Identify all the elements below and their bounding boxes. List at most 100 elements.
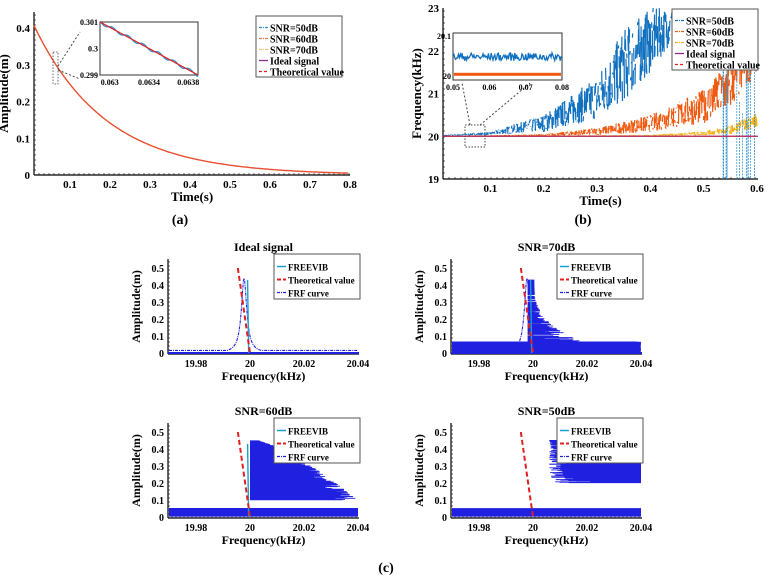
x-tick-label: 0.6 — [263, 179, 277, 191]
legend-label: FREEVIB — [288, 427, 328, 437]
x-tick-label: 20.02 — [293, 359, 316, 370]
y-tick-label: 0.5 — [435, 428, 448, 439]
y-tick-label: 19 — [428, 174, 440, 186]
x-axis-label: Time(s) — [171, 189, 213, 204]
x-tick-label: 0.1 — [63, 179, 77, 191]
y-axis-label: Amplitude(m) — [129, 434, 143, 507]
series-theoretical-value — [519, 431, 534, 518]
legend-box — [273, 417, 361, 464]
legend-label: FREEVIB — [571, 427, 611, 437]
legend-label: SNR=50dB — [270, 24, 318, 35]
legend-label: Theoretical value — [288, 276, 355, 286]
x-tick-label: 19.98 — [468, 523, 491, 534]
chart-title: Ideal signal — [234, 240, 294, 254]
inset-series-theory — [99, 21, 199, 76]
y-tick-label: 0.2 — [435, 479, 448, 490]
legend-label: FRF curve — [288, 453, 329, 463]
x-tick-label: 20.04 — [347, 359, 370, 370]
x-tick-label: 20 — [528, 523, 538, 534]
legend-label: Theoretical value — [571, 440, 638, 450]
plot-area — [451, 267, 642, 354]
y-axis-label: Amplitude(m) — [129, 270, 143, 343]
inset-x-tick-label: 0.06 — [482, 83, 496, 92]
x-axis-label: Frequency(kHz) — [222, 533, 306, 547]
legend-box — [671, 8, 759, 71]
y-tick-label: 0 — [442, 513, 447, 524]
series-frf-curve — [452, 276, 641, 351]
chart-title: SNR=50dB — [518, 404, 576, 418]
legend-label: Ideal signal — [270, 57, 319, 68]
inset-y-tick-label: 20.1 — [437, 32, 451, 41]
series-theoretical-value — [236, 267, 251, 354]
inset-b: 0.05 0.06 0.07 0.08 20 20.1 — [437, 32, 569, 92]
y-tick-label: 20 — [428, 131, 440, 143]
legend-label: Theoretical value — [270, 68, 345, 79]
zoom-region-box — [464, 124, 486, 148]
legend-label: Ideal signal — [686, 50, 735, 61]
y-tick-label: 0.4 — [152, 281, 165, 292]
x-tick-label: 0.3 — [143, 179, 157, 191]
inset-x-tick-label: 0.05 — [446, 83, 460, 92]
series-frf-noise — [169, 440, 358, 517]
legend-label: SNR=50dB — [686, 17, 734, 28]
series-frf-curve — [169, 276, 358, 351]
y-tick-label: 0.4 — [435, 281, 448, 292]
y-tick-label: 0.5 — [152, 264, 165, 275]
x-axis-label: Frequency(kHz) — [505, 533, 589, 547]
plot-area — [168, 267, 359, 354]
inset-x-tick-label: 0.0638 — [177, 78, 199, 87]
x-axis-label: Frequency(kHz) — [505, 369, 589, 383]
y-axis-label: Amplitude(m) — [0, 54, 11, 133]
x-tick-label: 0.4 — [183, 179, 197, 191]
x-tick-label: 0.6 — [750, 183, 764, 195]
legend-label: Theoretical value — [686, 61, 761, 72]
x-tick-label: 19.98 — [185, 359, 208, 370]
y-tick-label: 0.3 — [435, 298, 448, 309]
x-axis-label: Time(s) — [579, 193, 621, 208]
zoom-connector — [57, 31, 81, 67]
chart-title: SNR=70dB — [518, 240, 576, 254]
x-tick-label: 0.5 — [223, 179, 237, 191]
y-tick-label: 0.3 — [152, 462, 165, 473]
inset-x-tick-label: 0.063 — [101, 78, 119, 87]
y-tick-label: 0.3 — [16, 60, 30, 72]
zoom-connector — [57, 69, 81, 80]
y-tick-label: 0.2 — [152, 315, 165, 326]
x-tick-label: 0.8 — [343, 179, 357, 191]
x-axis-label: Frequency(kHz) — [222, 369, 306, 383]
legend-label: SNR=70dB — [270, 46, 318, 57]
chart-title: SNR=60dB — [235, 404, 293, 418]
y-tick-label: 0 — [442, 349, 447, 360]
chart-b: 0.1 0.2 0.3 0.4 0.5 0.6 19 20 21 22 23 Time(s) Frequ… — [409, 3, 764, 208]
y-tick-label: 0.2 — [16, 97, 30, 109]
y-tick-label: 0.4 — [152, 445, 165, 456]
x-tick-label: 0.3 — [590, 183, 604, 195]
y-tick-label: 22 — [428, 46, 440, 58]
curve-ideal-and-theory — [33, 25, 349, 174]
chart-c2: 19.98 20 20.02 20.04 0 0.1 0.2 0.3 0.4 0.5 Frequen… — [412, 240, 652, 383]
zoom-region-box — [52, 51, 59, 85]
series-theoretical-value — [236, 431, 251, 518]
y-tick-label: 0.2 — [435, 315, 448, 326]
y-tick-label: 0.2 — [152, 479, 165, 490]
x-tick-label: 0.2 — [537, 183, 551, 195]
legend-label: Theoretical value — [288, 440, 355, 450]
legend-label: SNR=60dB — [270, 35, 318, 46]
legend-label: SNR=60dB — [686, 28, 734, 39]
y-axis-label: Frequency(kHz) — [409, 48, 424, 139]
legend-box — [556, 417, 644, 464]
y-axis-label: Amplitude(m) — [412, 434, 426, 507]
x-tick-label: 20 — [245, 523, 255, 534]
inset-x-tick-label: 0.0634 — [138, 78, 160, 87]
x-tick-label: 20 — [245, 359, 255, 370]
panel-label-c: (c) — [378, 561, 394, 576]
y-tick-label: 0.1 — [152, 332, 165, 343]
y-tick-label: 0.3 — [152, 298, 165, 309]
y-tick-label: 0.1 — [16, 133, 30, 145]
inset-y-tick-label: 0.299 — [80, 71, 98, 80]
y-tick-label: 0.5 — [152, 428, 165, 439]
chart-c4: 19.98 20 20.02 20.04 0 0.1 0.2 0.3 0.4 0.5 Frequen… — [412, 404, 652, 547]
x-tick-label: 19.98 — [185, 523, 208, 534]
y-tick-label: 0 — [25, 170, 31, 182]
